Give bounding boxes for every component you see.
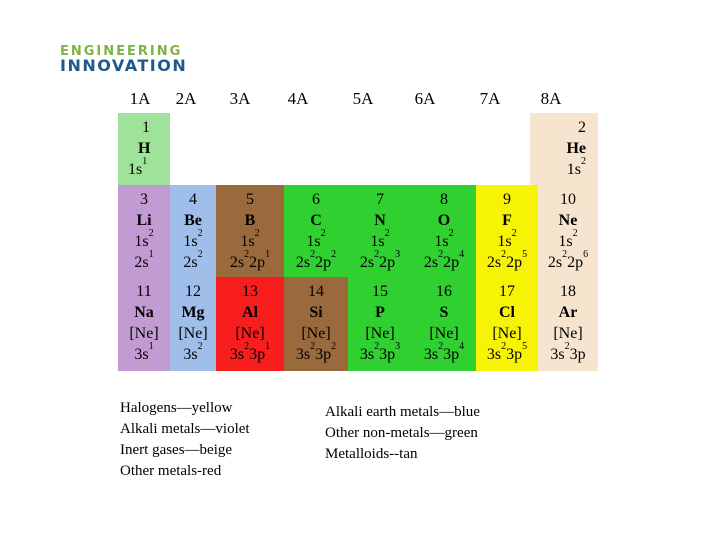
group-header-6a: 6A <box>414 89 436 108</box>
engineering-innovation-logo: ENGINEERING INNOVATION <box>60 44 200 75</box>
logo-line-2: INNOVATION <box>60 56 188 75</box>
legend-item: Alkali earth metals—blue <box>325 404 480 420</box>
element-cell-sulfur: 16 S [Ne] 3s23p4 <box>412 277 476 371</box>
element-cell-lithium: 3 Li 1s2 2s1 <box>118 185 170 277</box>
group-header-1a: 1A <box>129 89 151 108</box>
legend-right: Alkali earth metals—blue Other non-metal… <box>325 402 480 465</box>
element-cell-argon: 18 Ar [Ne] 3s23p <box>538 277 598 371</box>
legend-item: Alkali metals—violet <box>120 421 250 437</box>
electron-config: 1s2 <box>566 156 586 179</box>
group-header-5a: 5A <box>352 89 374 108</box>
element-cell-sodium: 11 Na [Ne] 3s1 <box>118 277 170 371</box>
group-header-4a: 4A <box>287 89 309 108</box>
element-cell-helium: 2 He 1s2 <box>530 113 598 185</box>
legend-item: Halogens—yellow <box>120 400 233 416</box>
legend-left: Halogens—yellow Alkali metals—violet Ine… <box>120 398 250 482</box>
group-header-2a: 2A <box>175 89 197 108</box>
element-cell-silicon: 14 Si [Ne] 3s23p2 <box>284 277 348 371</box>
legend-item: Other non-metals—green <box>325 425 478 441</box>
logo-line-1: ENGINEERING <box>60 44 183 59</box>
element-cell-magnesium: 12 Mg [Ne] 3s2 <box>170 277 216 371</box>
element-cell-chlorine: 17 Cl [Ne] 3s23p5 <box>476 277 538 371</box>
element-cell-aluminum: 13 Al [Ne] 3s23p1 <box>216 277 284 371</box>
group-header-8a: 8A <box>540 89 562 108</box>
legend-item: Other metals-red <box>120 463 222 479</box>
atomic-number: 1 <box>142 119 150 136</box>
group-header-3a: 3A <box>229 89 251 108</box>
electron-config: 1s1 <box>128 156 148 179</box>
group-header-7a: 7A <box>479 89 501 108</box>
element-cell-hydrogen: 1 H 1s1 <box>118 113 170 185</box>
element-cell-phosphorus: 15 P [Ne] 3s23p3 <box>348 277 412 371</box>
element-symbol: He <box>566 140 586 157</box>
atomic-number: 2 <box>578 119 586 136</box>
element-symbol: H <box>138 140 151 157</box>
element-cell-neon: 10 Ne 1s2 2s22p6 <box>538 185 598 277</box>
legend-item: Metalloids--tan <box>325 446 418 462</box>
element-cell-beryllium: 4 Be 1s2 2s2 <box>170 185 216 277</box>
legend-item: Inert gases—beige <box>120 442 233 458</box>
